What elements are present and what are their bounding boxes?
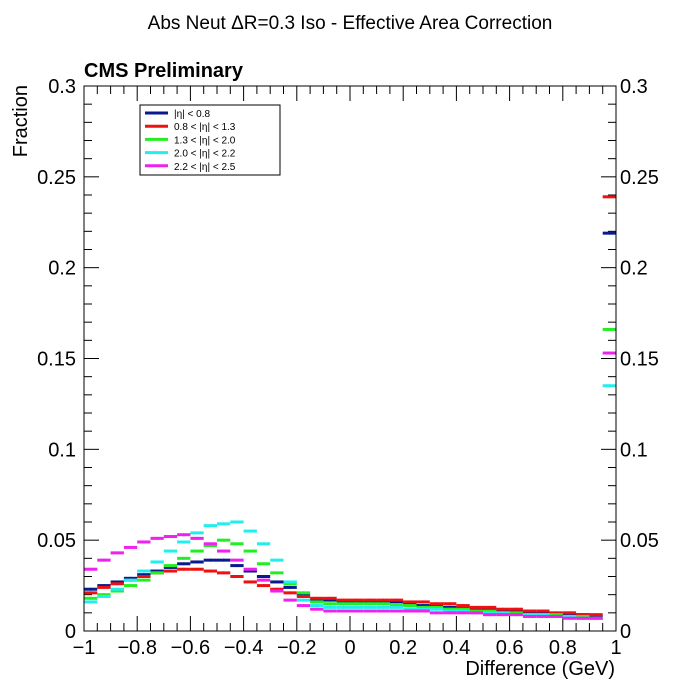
y-tick-label-right: 0 (620, 621, 631, 643)
y-tick-label: 0.1 (48, 439, 76, 461)
cms-label: CMS Preliminary (84, 60, 244, 82)
legend: |η| < 0.8 0.8 < |η| < 1.3 1.3 < |η| < 2.0 2… (139, 104, 281, 176)
y-tick-label-right: 0.25 (620, 167, 659, 189)
x-tick-label: −1 (73, 637, 96, 659)
y-tick-label: 0.2 (48, 258, 76, 280)
y-tick-label-right: 0.1 (620, 439, 648, 461)
legend-entry: 2.2 < |η| < 2.5 (174, 162, 236, 173)
x-tick-label: 0 (344, 637, 355, 659)
plot-frame (83, 85, 617, 632)
y-tick-label: 0.25 (37, 167, 76, 189)
x-tick-label: −0.2 (277, 637, 316, 659)
x-tick-label: −0.6 (171, 637, 210, 659)
legend-entry: |η| < 0.8 (174, 109, 210, 120)
x-tick-label: 0.2 (389, 637, 417, 659)
series-1 (84, 231, 616, 618)
y-tick-label: 0.05 (37, 530, 76, 552)
y-tick-label-right: 0.3 (620, 76, 648, 98)
chart-title: Abs Neut ΔR=0.3 Iso - Effective Area Cor… (148, 13, 553, 34)
y-tick-label-right: 0.15 (620, 349, 659, 371)
y-axis-label: Fraction (10, 85, 32, 157)
legend-entry: 0.8 < |η| < 1.3 (174, 122, 236, 133)
y-tick-label: 0.15 (37, 349, 76, 371)
x-tick-label: 0.8 (549, 637, 577, 659)
x-tick-label: −0.4 (224, 637, 263, 659)
series-4 (84, 384, 616, 620)
series-2 (84, 195, 616, 617)
x-axis-label: Difference (GeV) (465, 658, 615, 680)
y-tick-label-right: 0.2 (620, 258, 648, 280)
legend-entry: 1.3 < |η| < 2.0 (174, 135, 236, 146)
y-tick-label-right: 0.05 (620, 530, 659, 552)
series-5 (84, 351, 616, 620)
y-tick-label: 0 (65, 621, 76, 643)
data-series (84, 195, 616, 620)
series-3 (84, 327, 616, 620)
axis-ticks: −1 −0.8 −0.6 −0.4 −0.2 0 0.2 0.4 0.6 0.8 10 00.05 0.… (37, 76, 659, 659)
y-tick-label: 0.3 (48, 76, 76, 98)
legend-entry: 2.0 < |η| < 2.2 (174, 149, 236, 160)
x-tick-label: −0.8 (117, 637, 156, 659)
x-tick-label: 1 (610, 637, 621, 659)
x-tick-label: 0.6 (496, 637, 524, 659)
x-tick-label: 0.4 (442, 637, 470, 659)
